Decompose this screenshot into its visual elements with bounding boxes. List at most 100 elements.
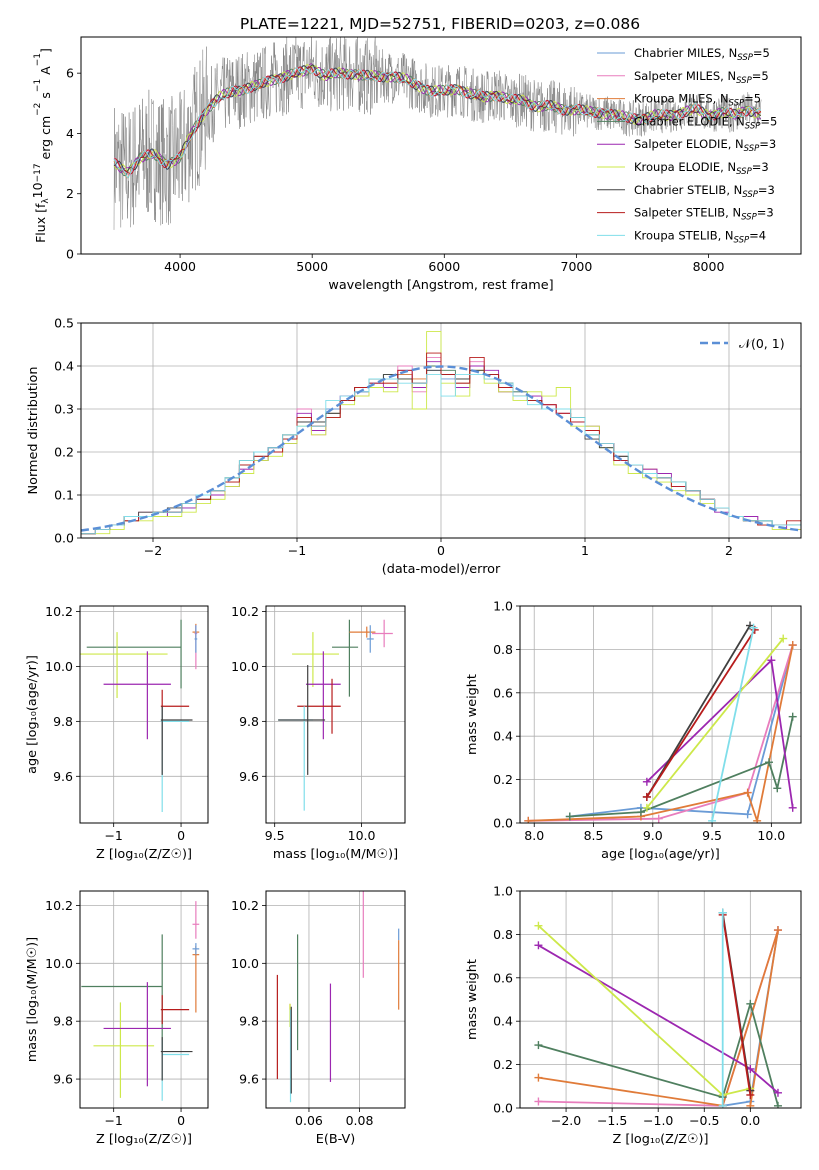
weight_vs_age-xtick-label: 8.0 <box>524 828 544 843</box>
residuals-xtick-label: 0 <box>437 543 445 558</box>
weight_vs_Z-xtick-label: −2.0 <box>551 1113 581 1128</box>
legend-entry: Kroupa STELIB, NSSP=4 <box>634 228 766 245</box>
errorbar-point <box>93 1002 155 1098</box>
age_vs_mass-axes: 9.5 10.0 9.6 9.8 10.0 10.2 mass [log₁₀(M/M☉)] <box>231 604 406 862</box>
weight-marker <box>718 908 727 917</box>
residuals-ytick-label: 0.0 <box>54 531 74 546</box>
spectrum-model-line <box>113 63 762 173</box>
weight_vs_age-ytick-label: 0.0 <box>493 816 513 831</box>
mass_vs_Z-axes: −1 0 9.6 9.8 10.0 10.2 Z [log₁₀(Z/Z☉)] mass [lo… <box>25 890 209 1147</box>
weight_vs_age-ylabel: mass weight <box>465 674 480 755</box>
weight-marker <box>654 814 663 823</box>
residuals-xlabel: (data-model)/error <box>382 562 501 577</box>
weight_vs_age-xtick-label: 8.5 <box>584 828 604 843</box>
weight_vs_Z-frame <box>519 890 802 1109</box>
weight-series-line <box>646 629 756 798</box>
errorbar-point <box>371 619 393 648</box>
weight-marker <box>642 777 651 786</box>
residuals-ytick-label: 0.2 <box>54 445 74 460</box>
age_vs_mass-ytick-label: 9.8 <box>239 714 259 729</box>
errorbar-point <box>192 943 200 955</box>
spectrum-xtick-label: 7000 <box>561 259 593 274</box>
spectrum-xtick-label: 6000 <box>428 259 460 274</box>
weight_vs_Z-ytick-label: 0.4 <box>493 1014 513 1029</box>
residuals-xtick-label: 2 <box>725 543 733 558</box>
residuals-ytick-label: 0.5 <box>54 316 74 331</box>
errorbar-point <box>160 706 193 775</box>
age_vs_Z-plot-area <box>80 619 200 813</box>
weight-marker <box>708 816 717 823</box>
age_vs_Z-ytick-label: 10.0 <box>45 659 73 674</box>
legend-entry: 𝒩(0, 1) <box>739 336 785 351</box>
spectrum-xlabel: wavelength [Angstrom, rest frame] <box>328 278 553 293</box>
weight-marker <box>753 816 762 823</box>
weight-series-line <box>538 1000 779 1107</box>
spectrum-ytick-label: 2 <box>66 186 74 201</box>
age_vs_mass-ytick-label: 9.6 <box>239 769 259 784</box>
weight-series-line <box>646 637 784 809</box>
residuals-xtick-label: 1 <box>581 543 589 558</box>
legend-entry: Kroupa ELODIE, NSSP=3 <box>634 160 769 177</box>
spectrum-ytick-label: 4 <box>66 126 74 141</box>
weight_vs_age-ytick-label: 0.4 <box>493 729 513 744</box>
weight_vs_Z-ytick-label: 0.8 <box>493 927 513 942</box>
weight-marker <box>767 656 776 665</box>
weight_vs_age-frame <box>519 605 802 824</box>
weight-marker <box>788 641 797 650</box>
age_vs_Z-xtick-label: −1 <box>104 828 122 843</box>
mass_vs_Z-xtick-label: 0 <box>177 1113 185 1128</box>
errorbar-point <box>103 982 171 1087</box>
weight_vs_Z-xtick-label: 0.0 <box>740 1113 760 1128</box>
mass_vs_Z-ytick-label: 10.2 <box>45 898 73 913</box>
weight_vs_Z-ytick-label: 0.2 <box>493 1057 513 1072</box>
weight-marker <box>779 634 788 643</box>
residuals-ytick-label: 0.1 <box>54 488 74 503</box>
errorbar-point <box>81 934 163 1051</box>
mass_vs_ebv-ytick-label: 9.6 <box>239 1072 259 1087</box>
age_vs_mass-xtick-label: 9.5 <box>265 828 285 843</box>
age_vs_mass-ytick-label: 10.0 <box>231 659 259 674</box>
legend-entry: Salpeter STELIB, NSSP=3 <box>634 206 774 223</box>
errorbar-point <box>80 632 168 699</box>
normal-curve <box>81 365 801 532</box>
weight_vs_age-axes: 8.0 8.5 9.0 9.5 10.0 0.0 0.2 0.4 0.6 0.8 1.0 age [l… <box>465 599 802 862</box>
figure-title: PLATE=1221, MJD=52751, FIBERID=0203, z=0… <box>240 15 640 33</box>
weight-marker <box>718 1101 727 1108</box>
weight_vs_Z-ytick-label: 0.0 <box>493 1101 513 1116</box>
spectrum-ytick-label: 0 <box>66 247 74 262</box>
mass_vs_ebv-ytick-label: 10.2 <box>231 898 259 913</box>
weight-series-line <box>528 644 794 822</box>
weight_vs_Z-xtick-label: −1.0 <box>643 1113 673 1128</box>
spectrum-legend: Chabrier MILES, NSSP=5 Salpeter MILES, NS… <box>597 46 777 245</box>
age_vs_Z-xlabel: Z [log₁₀(Z/Z☉)] <box>96 847 192 862</box>
mass_vs_Z-xtick-label: −1 <box>104 1113 122 1128</box>
legend-entry: Salpeter MILES, NSSP=5 <box>634 69 769 86</box>
age_vs_Z-ytick-label: 9.8 <box>53 714 73 729</box>
weight-marker <box>534 1041 543 1050</box>
weight-marker <box>534 921 543 930</box>
mass_vs_ebv-grid <box>266 891 405 1108</box>
mass_vs_Z-frame <box>79 890 209 1109</box>
age_vs_Z-ytick-label: 10.2 <box>45 604 73 619</box>
legend-entry: Salpeter ELODIE, NSSP=3 <box>634 137 776 154</box>
spectrum-model-line <box>113 64 762 172</box>
weight-marker <box>534 941 543 950</box>
residuals-ytick-label: 0.4 <box>54 359 74 374</box>
weight-marker <box>773 784 782 793</box>
weight_vs_age-xtick-label: 10.0 <box>757 828 785 843</box>
age_vs_Z-frame <box>79 605 209 824</box>
age_vs_mass-plot-area <box>278 619 393 811</box>
spectrum-xtick-label: 8000 <box>693 259 725 274</box>
weight_vs_age-xlabel: age [log₁₀(age/yr)] <box>601 847 720 862</box>
weight-series-line <box>538 929 779 1107</box>
spectrum-model-line <box>113 64 761 172</box>
errorbar-point <box>292 632 339 688</box>
errorbar-point <box>305 651 341 740</box>
mass_vs_Z-ytick-label: 9.8 <box>53 1014 73 1029</box>
weight-series-line <box>569 644 794 818</box>
errorbar-point <box>103 651 171 740</box>
legend-entry: Chabrier MILES, NSSP=5 <box>634 46 770 63</box>
errorbar-point <box>86 619 182 689</box>
residuals-axes: −2 −1 0 1 2 0.0 0.1 0.2 0.3 0.4 0.5 (data-model)/er… <box>26 316 802 577</box>
